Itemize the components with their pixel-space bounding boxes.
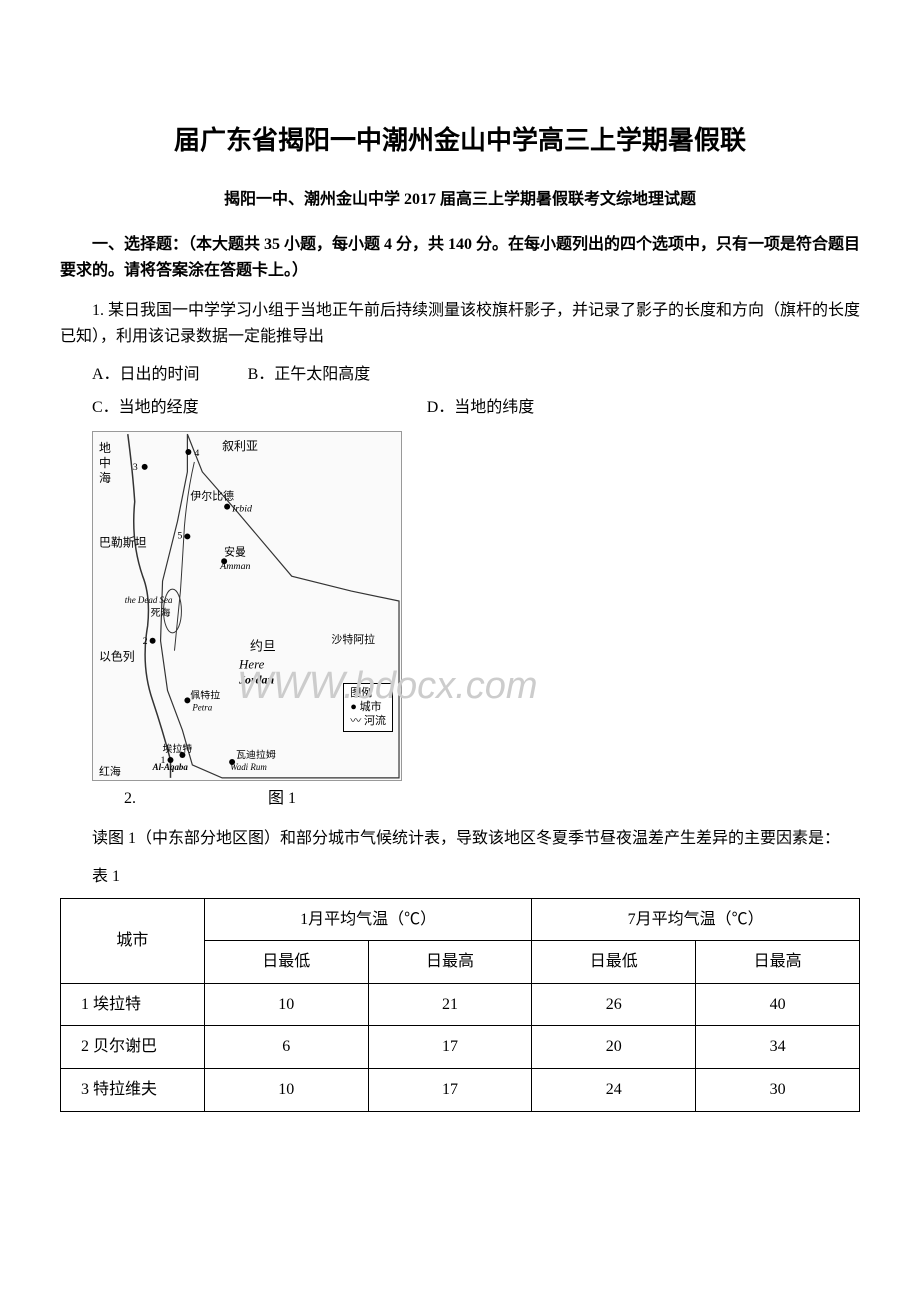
cell-value: 10 [204,1068,368,1111]
q1-options-line-1: A．日出的时间 B．正午太阳高度 [60,362,860,388]
map-dot-3: 3 [133,462,138,473]
map-label-palestine: 巴勒斯坦 [99,535,147,549]
th-jul-max: 日最高 [696,941,860,984]
map-label-petra-cn: 佩特拉 [190,688,220,701]
map-label-eilat: 埃拉特 [163,742,193,755]
map-label-israel: 以色列 [99,649,135,663]
climate-table: 城市 1月平均气温（℃） 7月平均气温（℃） 日最低 日最高 日最低 日最高 1… [60,898,860,1112]
table-row: 1 埃拉特 10 21 26 40 [61,983,860,1026]
map-label-aqaba: Al-Aqaba [152,762,189,772]
map-box: 3 4 5 2 1 地 中 海 叙利亚 伊尔比德 [92,431,402,781]
svg-text:海: 海 [99,471,111,485]
table-header-row-1: 城市 1月平均气温（℃） 7月平均气温（℃） [61,898,860,941]
th-jul: 7月平均气温（℃） [532,898,860,941]
cell-value: 21 [368,983,532,1026]
map-label-petra-en: Petra [191,702,212,712]
section-heading: 一、选择题：（本大题共 35 小题，每小题 4 分，共 140 分。在每小题列出… [60,232,860,283]
cell-city: 2 贝尔谢巴 [61,1026,205,1069]
cell-value: 20 [532,1026,696,1069]
table-row: 3 特拉维夫 10 17 24 30 [61,1068,860,1111]
map-label-saudi: 沙特阿拉 [331,632,375,646]
map-label-amman-en: Amman [219,561,250,572]
map-caption-num: 2. [92,786,122,812]
q1-option-b: B．正午太阳高度 [248,366,371,383]
th-jan: 1月平均气温（℃） [204,898,532,941]
legend-river: 〰 河流 [350,714,386,728]
map-label-mediterranean: 地 [99,441,111,455]
map-label-wadirum-en: Wadi Rum [230,762,267,772]
map-label-redsea: 红海 [99,764,121,778]
cell-value: 34 [696,1026,860,1069]
cell-value: 6 [204,1026,368,1069]
table-row: 2 贝尔谢巴 6 17 20 34 [61,1026,860,1069]
map-dot-2: 2 [143,636,148,647]
th-jan-max: 日最高 [368,941,532,984]
map-caption: 2. 图 1 [60,786,860,812]
th-city: 城市 [61,898,205,983]
legend-city: ● 城市 [350,700,386,714]
question-2-text: 读图 1（中东部分地区图）和部分城市气候统计表，导致该地区冬夏季节昼夜温差产生差… [60,826,860,852]
q1-option-a: A．日出的时间 [92,366,200,383]
map-caption-label: 图 1 [236,786,296,812]
map-dot-4: 4 [194,448,199,459]
map-label-here: Here [238,656,265,671]
map-label-wadirum-cn: 瓦迪拉姆 [236,748,276,761]
q1-option-c: C．当地的经度 [92,399,199,416]
q1-option-d: D．当地的纬度 [427,399,535,416]
map-label-deadsea: the Dead Sea [125,595,173,605]
cell-value: 10 [204,983,368,1026]
cell-city: 3 特拉维夫 [61,1068,205,1111]
page-title: 届广东省揭阳一中潮州金山中学高三上学期暑假联 [60,120,860,162]
map-label-irbid: Irbid [231,503,252,514]
th-jul-min: 日最低 [532,941,696,984]
map-legend: 图例 ● 城市 〰 河流 [343,683,393,732]
subtitle: 揭阳一中、潮州金山中学 2017 届高三上学期暑假联考文综地理试题 [60,187,860,213]
map-label-jordan-en: Jordan [238,672,274,686]
map-label-jordan-cn: 约旦 [250,638,276,653]
cell-value: 26 [532,983,696,1026]
map-label-deadsea-cn: 死海 [151,606,171,619]
cell-city: 1 埃拉特 [61,983,205,1026]
cell-value: 17 [368,1026,532,1069]
page-container: 届广东省揭阳一中潮州金山中学高三上学期暑假联 揭阳一中、潮州金山中学 2017 … [60,120,860,1112]
q1-options-line-2: C．当地的经度 D．当地的纬度 [60,395,860,421]
th-jan-min: 日最低 [204,941,368,984]
cell-value: 30 [696,1068,860,1111]
legend-title: 图例 [350,686,386,700]
map-label-amman-cn: 安曼 [224,544,246,558]
cell-value: 24 [532,1068,696,1111]
svg-text:中: 中 [99,456,111,470]
question-1-text: 1. 某日我国一中学学习小组于当地正午前后持续测量该校旗杆影子，并记录了影子的长… [60,298,860,349]
cell-value: 40 [696,983,860,1026]
map-label-syria: 叙利亚 [222,439,258,453]
map-container: 3 4 5 2 1 地 中 海 叙利亚 伊尔比德 [92,431,860,781]
table-label: 表 1 [60,864,860,890]
map-label-irbid-cn: 伊尔比德 [190,488,234,502]
cell-value: 17 [368,1068,532,1111]
map-dot-5: 5 [177,530,182,541]
